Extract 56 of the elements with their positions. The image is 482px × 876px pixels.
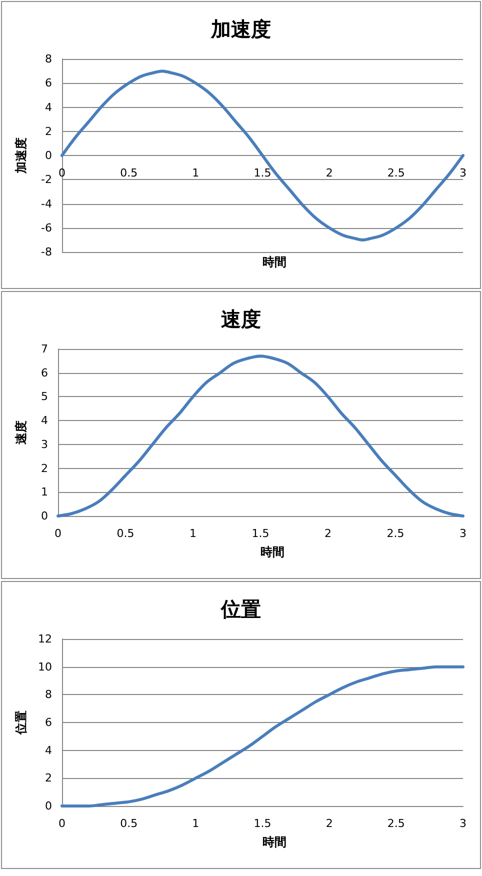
x-tick-label: 0	[54, 527, 62, 540]
x-tick-label: 0.5	[120, 817, 138, 830]
y-tick-label: 2	[45, 124, 52, 138]
x-tick-label: 2	[326, 817, 333, 830]
y-tick-label: 4	[45, 744, 52, 757]
x-tick-label: 1.5	[254, 166, 272, 180]
y-tick-label: 12	[38, 632, 52, 646]
y-tick-label: 0	[41, 510, 48, 522]
y-tick-label: 6	[45, 716, 52, 729]
y-tick-label: 10	[38, 660, 52, 674]
y-tick-label: 4	[41, 414, 48, 428]
x-tick-label: 1.5	[252, 527, 270, 540]
y-tick-label: 8	[45, 688, 52, 702]
y-tick-label: 3	[41, 438, 48, 451]
y-tick-label: -6	[41, 221, 52, 234]
x-tick-label: 2	[326, 166, 333, 180]
y-tick-label: 6	[41, 366, 48, 380]
y-tick-label: 6	[45, 76, 52, 90]
x-tick-label: 1.5	[254, 817, 272, 830]
x-tick-label: 1	[190, 527, 196, 540]
line-series	[56, 354, 464, 518]
x-tick-label: 1	[192, 817, 200, 830]
x-axis-title: 時間	[260, 545, 284, 559]
y-axis-title: 速度	[14, 420, 28, 446]
y-tick-label: 5	[41, 390, 48, 404]
x-tick-label: 1	[192, 166, 200, 180]
chart-title: 加速度	[210, 17, 271, 41]
y-tick-label: 1	[41, 486, 48, 499]
y-tick-label: -4	[41, 197, 52, 210]
x-tick-label: 3	[460, 527, 466, 540]
y-tick-label: 2	[41, 462, 48, 475]
x-axis-title: 時間	[262, 835, 286, 849]
line-series	[60, 70, 464, 242]
y-tick-label: 0	[45, 800, 52, 812]
y-tick-label: 2	[45, 772, 52, 785]
x-tick-label: 2.5	[387, 166, 405, 180]
y-tick-label: -8	[41, 246, 52, 258]
y-tick-label: 4	[45, 100, 52, 114]
x-axis-title: 時間	[262, 255, 286, 269]
y-tick-label: 7	[41, 342, 48, 356]
y-tick-label: 8	[45, 52, 52, 66]
chart-title: 位置	[220, 597, 261, 621]
y-tick-label: 0	[45, 149, 52, 162]
x-tick-label: 2	[324, 527, 332, 540]
y-tick-label: -2	[41, 173, 52, 186]
x-tick-label: 3	[460, 817, 466, 830]
chart-title: 速度	[221, 307, 261, 331]
y-axis-title: 位置	[14, 710, 28, 736]
x-tick-label: 0.5	[120, 166, 138, 180]
x-tick-label: 0	[58, 817, 66, 830]
y-axis-title: 加速度	[14, 138, 28, 174]
x-tick-label: 0	[58, 166, 66, 180]
x-tick-label: 2.5	[386, 527, 404, 540]
x-tick-label: 2.5	[387, 817, 405, 830]
x-tick-label: 0.5	[116, 527, 134, 540]
x-tick-label: 3	[460, 166, 466, 180]
